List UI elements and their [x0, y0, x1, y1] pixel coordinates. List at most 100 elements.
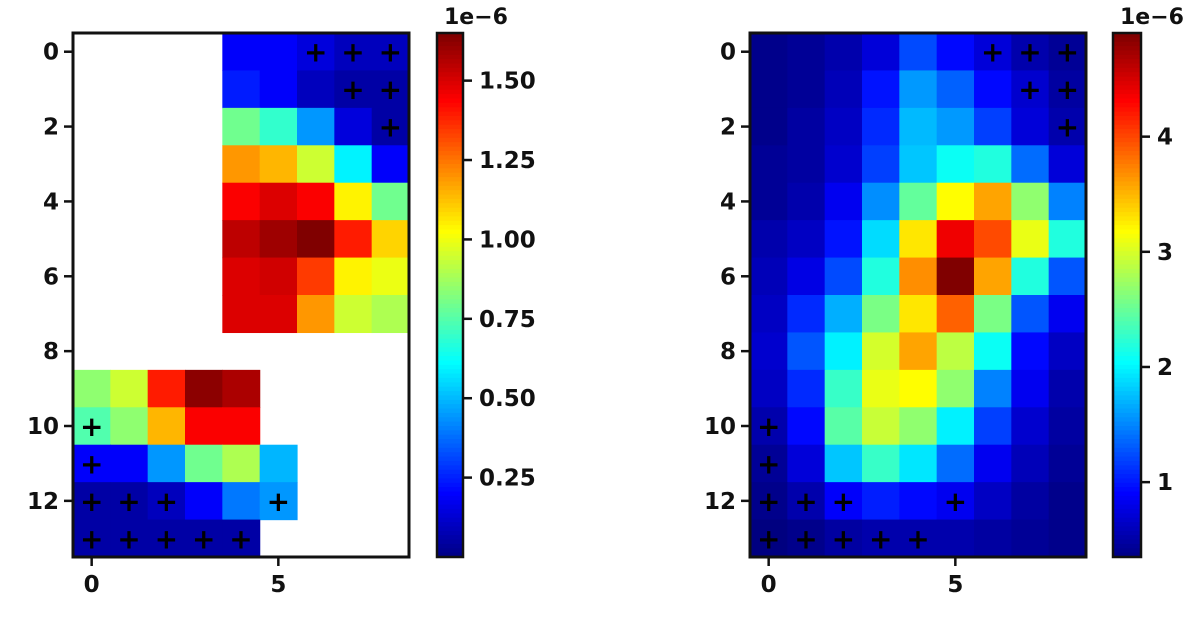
colorbar-segment	[437, 150, 463, 156]
heatmap-cell	[899, 295, 938, 334]
heatmap-cell	[936, 145, 975, 184]
colorbar-segment	[437, 155, 463, 161]
plus-marker: +	[229, 522, 252, 555]
colorbar-segment	[437, 443, 463, 449]
heatmap-cell	[297, 145, 335, 184]
heatmap-cell	[974, 295, 1012, 334]
colorbar-segment	[437, 329, 463, 335]
heatmap-cell	[185, 519, 223, 558]
colorbar-segment	[437, 456, 463, 462]
colorbar-segment	[437, 513, 463, 519]
colorbar-segment	[1113, 508, 1141, 514]
heatmap-cell	[787, 182, 826, 221]
heatmap-cell	[1011, 444, 1050, 483]
heatmap-cell	[297, 295, 335, 334]
colorbar-segment	[437, 369, 463, 375]
heatmap-cell	[1011, 482, 1050, 521]
heatmap-cell	[297, 107, 335, 146]
plus-marker: +	[192, 522, 215, 555]
heatmap-cell	[73, 369, 111, 408]
colorbar-segment	[437, 216, 463, 222]
colorbar-segment	[437, 386, 463, 392]
heatmap-cell	[147, 407, 186, 446]
heatmap-cell	[222, 295, 261, 334]
heatmap-cell	[974, 70, 1012, 109]
colorbar-segment	[437, 233, 463, 239]
heatmap-cell	[862, 332, 900, 371]
colorbar-segment	[437, 508, 463, 514]
heatmap-cell	[1048, 182, 1087, 221]
colorbar-segment	[437, 212, 463, 217]
colorbar-segment	[437, 465, 463, 471]
heatmap-cell	[297, 182, 335, 221]
colorbar-segment	[437, 63, 463, 69]
colorbar-segment	[1113, 185, 1141, 191]
colorbar-segment	[437, 41, 463, 47]
colorbar-segment	[437, 469, 463, 475]
plus-marker: +	[757, 485, 780, 518]
heatmap-cell	[334, 70, 373, 109]
heatmap-cell	[936, 107, 975, 146]
colorbar-segment	[1113, 325, 1141, 331]
heatmap-cells	[73, 33, 410, 558]
heatmap-cell	[750, 257, 788, 296]
colorbar-segment	[1113, 364, 1141, 370]
y-tick-label: 4	[43, 189, 59, 215]
colorbar-segment	[1113, 517, 1141, 523]
colorbar-tick-label: 0.50	[479, 386, 536, 412]
y-tick-label: 4	[720, 189, 736, 215]
colorbar-segment	[437, 491, 463, 497]
heatmap-cell	[824, 107, 863, 146]
colorbar-segment	[1113, 242, 1141, 248]
colorbar-segment	[1113, 46, 1141, 52]
colorbar-segment	[437, 522, 463, 528]
colorbar-segment	[437, 185, 463, 191]
plus-marker: +	[80, 447, 103, 480]
colorbar-segment	[1113, 351, 1141, 357]
colorbar-segment	[1113, 338, 1141, 344]
colorbar-segment	[1113, 225, 1141, 231]
heatmap-cell	[259, 145, 298, 184]
heatmap-cell	[862, 107, 900, 146]
colorbar-segment	[1113, 111, 1141, 117]
heatmap-cell	[862, 70, 900, 109]
heatmap-cell	[259, 444, 298, 483]
heatmap-cell	[824, 444, 863, 483]
colorbar-segment	[1113, 543, 1141, 549]
heatmap-cell	[787, 369, 826, 408]
colorbar-segment	[1113, 194, 1141, 200]
colorbar-segment	[1113, 41, 1141, 47]
heatmap-cell	[899, 70, 938, 109]
colorbar-segment	[437, 207, 463, 213]
colorbar-segment	[1113, 334, 1141, 340]
heatmap-cell	[110, 444, 149, 483]
colorbar-segment	[1113, 526, 1141, 532]
colorbar-segment	[1113, 343, 1141, 348]
colorbar-segment	[437, 517, 463, 523]
heatmap-cell	[787, 482, 826, 521]
heatmap-cell	[222, 257, 261, 296]
colorbar-segment	[437, 426, 463, 431]
plus-marker: +	[1056, 73, 1079, 106]
colorbar-segment	[1113, 552, 1141, 558]
heatmap-cell	[1048, 33, 1087, 72]
colorbar-segment	[437, 159, 463, 165]
colorbar-segment	[1113, 281, 1141, 287]
colorbar-segment	[1113, 312, 1141, 318]
plot-frame	[748, 31, 1088, 559]
colorbar-segment	[437, 124, 463, 130]
heatmap-cell	[750, 220, 788, 259]
colorbar-segment	[1113, 421, 1141, 427]
colorbar-segment	[437, 107, 463, 113]
heatmap-cell	[824, 220, 863, 259]
plus-marker: +	[1056, 111, 1079, 144]
colorbar-segment	[1113, 482, 1141, 488]
heatmap-cell	[824, 369, 863, 408]
heatmap-cell	[974, 332, 1012, 371]
heatmap-cell	[1048, 220, 1087, 259]
colorbar-frame	[435, 31, 465, 559]
plus-marker: +	[117, 522, 140, 555]
heatmap-cell	[824, 482, 863, 521]
heatmap-cell	[297, 220, 335, 259]
colorbar-segment	[1113, 81, 1141, 86]
